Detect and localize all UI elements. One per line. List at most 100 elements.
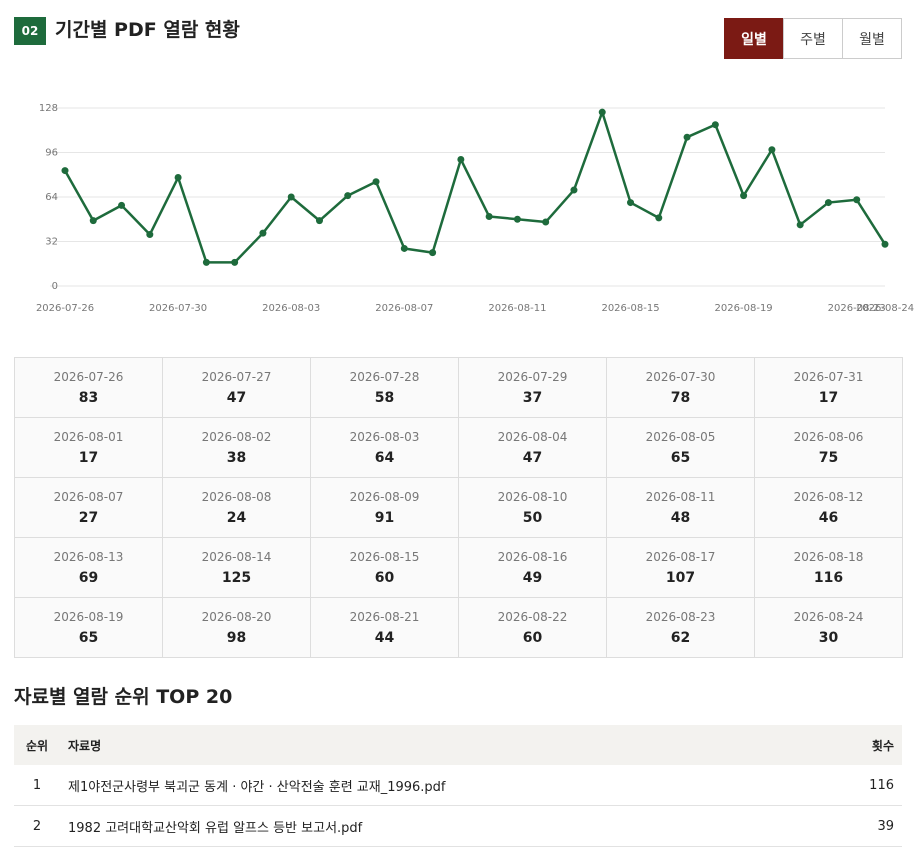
daily-cell: 2026-07-31 17	[755, 358, 903, 418]
cell-date: 2026-08-09	[349, 489, 420, 504]
data-point	[287, 193, 295, 201]
daily-cell: 2026-08-24 30	[755, 598, 903, 658]
x-tick-label: 2026-08-11	[488, 303, 546, 314]
cell-count: 107	[665, 569, 696, 586]
x-tick-label: 2026-07-30	[149, 303, 207, 314]
column-header: 자료명	[60, 725, 826, 765]
daily-cell: 2026-08-21 44	[311, 598, 459, 658]
cell-count: 64	[374, 449, 395, 466]
cell-count: 50	[522, 509, 543, 526]
daily-cell: 2026-08-06 75	[755, 418, 903, 478]
daily-cell: 2026-08-02 38	[163, 418, 311, 478]
y-tick-label: 0	[52, 281, 58, 292]
y-tick-label: 64	[45, 192, 58, 203]
cell-date: 2026-08-04	[497, 429, 568, 444]
cell-date: 2026-08-05	[645, 429, 716, 444]
daily-cell: 2026-08-15 60	[311, 538, 459, 598]
cell-count: 62	[670, 629, 691, 646]
y-tick-label: 96	[45, 148, 58, 159]
ranking-cell: 1982 고려대학교산악회 유럽 알프스 등반 보고서.pdf	[60, 805, 826, 847]
data-point	[344, 192, 352, 200]
section-badge: 02	[14, 17, 46, 45]
cell-count: 49	[522, 569, 543, 586]
data-point	[89, 217, 97, 225]
daily-cell: 2026-08-19 65	[15, 598, 163, 658]
cell-date: 2026-08-24	[793, 609, 864, 624]
cell-count: 116	[813, 569, 844, 586]
cell-date: 2026-07-30	[645, 369, 716, 384]
ranking-cell: 39	[826, 805, 902, 847]
daily-cell: 2026-08-16 49	[459, 538, 607, 598]
ranking-cell: 2	[14, 805, 60, 847]
daily-cell: 2026-08-14 125	[163, 538, 311, 598]
daily-cell: 2026-08-04 47	[459, 418, 607, 478]
period-tab[interactable]: 월별	[842, 18, 902, 59]
column-header: 횟수	[826, 725, 902, 765]
data-point	[740, 192, 748, 200]
data-point	[259, 229, 267, 237]
daily-cell: 2026-07-29 37	[459, 358, 607, 418]
ranking-cell: 1	[14, 765, 60, 806]
cell-date: 2026-08-03	[349, 429, 420, 444]
data-point	[146, 231, 154, 239]
cell-date: 2026-08-12	[793, 489, 864, 504]
cell-date: 2026-07-27	[201, 369, 272, 384]
daily-cell: 2026-08-09 91	[311, 478, 459, 538]
x-tick-label: 2026-08-19	[715, 303, 773, 314]
cell-date: 2026-08-14	[201, 549, 272, 564]
data-point	[881, 240, 889, 248]
daily-cell: 2026-08-07 27	[15, 478, 163, 538]
data-point	[824, 199, 832, 207]
cell-count: 60	[374, 569, 395, 586]
data-line	[63, 110, 887, 264]
cell-count: 30	[818, 629, 839, 646]
ranking-row: 1 제1야전군사령부 북괴군 동계 · 야간 · 산악전술 훈련 교재_1996.…	[14, 765, 902, 806]
cell-date: 2026-08-01	[53, 429, 124, 444]
data-point	[429, 249, 437, 257]
daily-cell: 2026-08-17 107	[607, 538, 755, 598]
x-tick-label: 2026-08-23	[828, 303, 886, 314]
data-point	[796, 221, 804, 229]
cell-count: 17	[818, 389, 839, 406]
daily-cell: 2026-08-23 62	[607, 598, 755, 658]
daily-cell: 2026-08-18 116	[755, 538, 903, 598]
daily-cell: 2026-08-01 17	[15, 418, 163, 478]
x-tick-label: 2026-08-24	[856, 303, 914, 314]
data-point	[315, 217, 323, 225]
data-point	[598, 108, 606, 116]
cell-date: 2026-08-16	[497, 549, 568, 564]
cell-count: 48	[670, 509, 691, 526]
cell-date: 2026-07-26	[53, 369, 124, 384]
period-tab[interactable]: 일별	[724, 18, 784, 59]
data-point	[231, 258, 239, 266]
data-point	[768, 146, 776, 154]
data-point	[542, 218, 550, 226]
cell-date: 2026-08-18	[793, 549, 864, 564]
data-point	[513, 215, 521, 223]
data-point	[118, 201, 126, 209]
cell-date: 2026-08-23	[645, 609, 716, 624]
cell-count: 65	[78, 629, 99, 646]
period-tab[interactable]: 주별	[783, 18, 843, 59]
cell-count: 44	[374, 629, 395, 646]
daily-table: 2026-07-26 83 2026-07-27 47 2026-07-28 58 2026…	[14, 357, 903, 658]
daily-cell: 2026-07-30 78	[607, 358, 755, 418]
chart: 0 32 64 96 128 2026-07-26 2026-07-30 2026-08-03…	[36, 103, 914, 314]
daily-cell: 2026-08-13 69	[15, 538, 163, 598]
cell-count: 69	[78, 569, 99, 586]
cell-count: 78	[670, 389, 691, 406]
cell-count: 98	[226, 629, 247, 646]
cell-count: 83	[78, 389, 99, 406]
ranking-cell: 116	[826, 765, 902, 806]
column-header: 순위	[14, 725, 60, 765]
daily-cell: 2026-08-22 60	[459, 598, 607, 658]
data-point	[853, 196, 861, 204]
cell-date: 2026-08-13	[53, 549, 124, 564]
ranking-table: 순위 자료명 횟수 1 제1야전군사령부 북괴군 동계 · 야간 · 산악전술 훈련 교…	[14, 725, 902, 847]
data-point	[485, 212, 493, 220]
cell-count: 125	[221, 569, 252, 586]
daily-cell: 2026-07-28 58	[311, 358, 459, 418]
data-point	[174, 174, 182, 182]
cell-date: 2026-08-19	[53, 609, 124, 624]
daily-cell: 2026-08-08 24	[163, 478, 311, 538]
